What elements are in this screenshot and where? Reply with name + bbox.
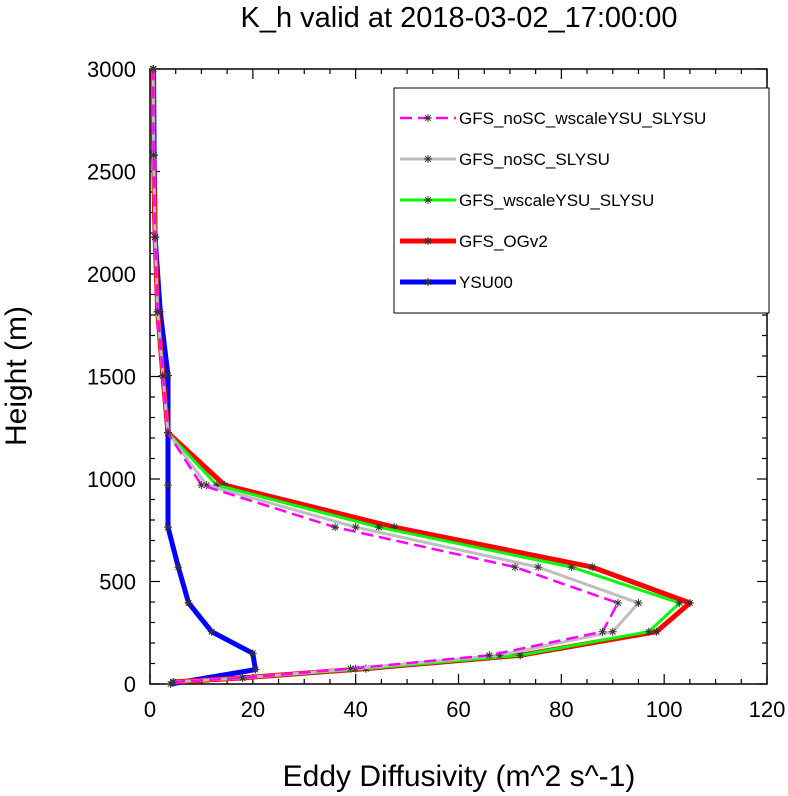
data-point-marker: [238, 673, 247, 682]
legend-label: YSU00: [459, 273, 513, 292]
data-point-marker: [212, 481, 221, 490]
legend-label: GFS_noSC_SLYSU: [459, 150, 610, 169]
x-tick-label: 80: [549, 697, 573, 722]
data-point-marker: [598, 627, 607, 636]
data-point-marker: [149, 65, 158, 73]
legend-entry: GFS_OGv2: [400, 232, 548, 251]
data-point-marker: [169, 677, 178, 686]
data-point-marker: [511, 563, 520, 572]
y-tick-label: 1500: [87, 365, 136, 390]
y-tick-label: 2500: [87, 160, 136, 185]
legend-entry: YSU00: [400, 273, 513, 292]
data-point-marker: [608, 627, 617, 636]
legend: GFS_noSC_wscaleYSU_SLYSU GFS_noSC_SLYSU GF…: [393, 87, 770, 314]
y-axis-ticks: 0 500 1000 1500 2000 2500 3000: [87, 57, 767, 697]
x-axis-title: Eddy Diffusivity (m^2 s^-1): [283, 760, 636, 793]
legend-entry: GFS_wscaleYSU_SLYSU: [400, 191, 654, 210]
x-tick-label: 100: [646, 697, 683, 722]
data-point-marker: [207, 627, 216, 636]
legend-marker: [424, 155, 432, 163]
data-point-marker: [675, 599, 684, 608]
series-gfs-nosc-wscaleysu-slysu: [149, 65, 622, 686]
data-point-marker: [351, 523, 360, 532]
legend-box: [393, 87, 770, 314]
y-tick-label: 1000: [87, 467, 136, 492]
legend-marker: [424, 278, 432, 286]
y-axis-title: Height (m): [0, 306, 33, 446]
x-tick-label: 60: [446, 697, 470, 722]
legend-marker: [424, 196, 432, 204]
data-point-marker: [374, 523, 383, 532]
data-point-marker: [685, 599, 694, 608]
legend-label: GFS_wscaleYSU_SLYSU: [459, 191, 654, 210]
x-tick-label: 0: [144, 697, 156, 722]
legend-label: GFS_noSC_wscaleYSU_SLYSU: [459, 109, 706, 128]
data-point-marker: [495, 651, 504, 660]
data-point-marker: [163, 428, 172, 437]
data-point-marker: [613, 599, 622, 608]
data-point-marker: [248, 649, 257, 658]
x-tick-label: 120: [749, 697, 786, 722]
data-point-marker: [174, 563, 183, 572]
data-point-marker: [331, 523, 340, 532]
data-point-marker: [251, 665, 260, 674]
y-tick-label: 500: [99, 570, 136, 595]
data-point-marker: [153, 307, 162, 316]
data-point-marker: [163, 481, 172, 490]
data-point-marker: [346, 664, 355, 673]
data-point-marker: [220, 481, 229, 490]
data-point-marker: [197, 481, 206, 490]
data-point-marker: [634, 599, 643, 608]
y-tick-label: 2000: [87, 262, 136, 287]
data-point-marker: [149, 151, 158, 160]
y-tick-label: 3000: [87, 57, 136, 82]
series-ysu00: [149, 65, 260, 688]
data-point-marker: [151, 233, 160, 242]
data-point-marker: [184, 599, 193, 608]
x-axis-ticks: 0 20 40 60 80 100 120: [144, 69, 785, 722]
data-point-marker: [644, 627, 653, 636]
data-point-marker: [516, 651, 525, 660]
legend-entry: GFS_noSC_wscaleYSU_SLYSU: [400, 109, 706, 128]
x-tick-label: 40: [343, 697, 367, 722]
data-point-marker: [390, 523, 399, 532]
legend-entry: GFS_noSC_SLYSU: [400, 150, 610, 169]
data-point-marker: [163, 371, 172, 380]
data-point-marker: [567, 563, 576, 572]
legend-marker: [424, 237, 432, 245]
data-point-marker: [652, 627, 661, 636]
x-tick-label: 20: [241, 697, 265, 722]
series-layer: [149, 65, 694, 688]
chart-title: K_h valid at 2018-03-02_17:00:00: [241, 2, 678, 34]
data-point-marker: [485, 651, 494, 660]
legend-label: GFS_OGv2: [459, 232, 548, 251]
legend-marker: [424, 114, 432, 122]
data-point-marker: [534, 563, 543, 572]
data-point-marker: [158, 371, 167, 380]
data-point-marker: [163, 523, 172, 532]
data-point-marker: [202, 481, 211, 490]
y-tick-label: 0: [124, 672, 136, 697]
data-point-marker: [588, 563, 597, 572]
